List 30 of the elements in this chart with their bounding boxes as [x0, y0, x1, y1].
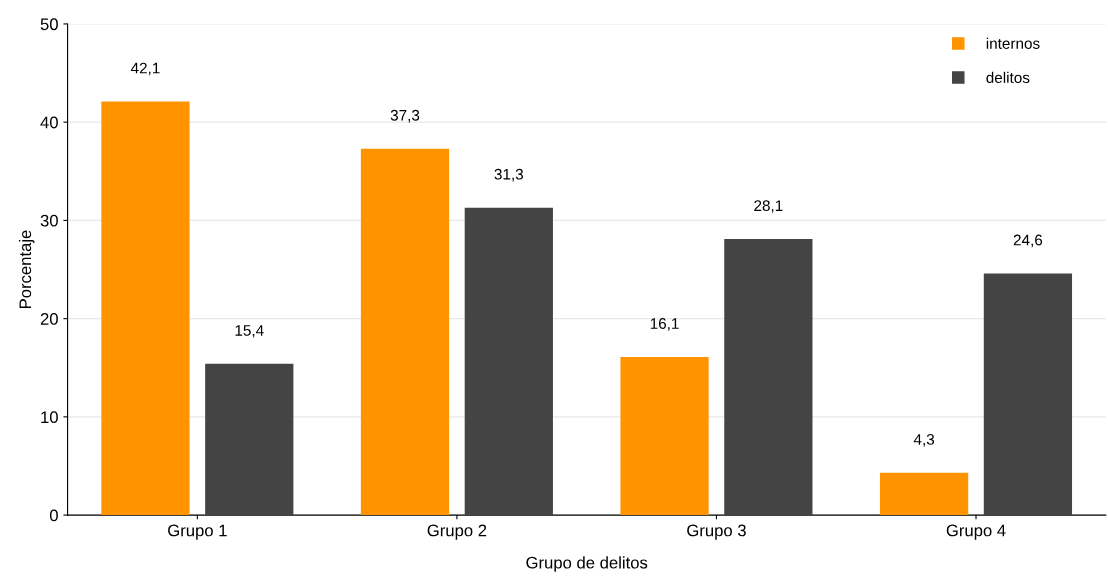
- bar: [983, 273, 1073, 516]
- data-label: 4,3: [913, 434, 935, 447]
- y-tick-label: 0: [49, 509, 58, 522]
- data-label: 16,1: [650, 318, 679, 331]
- y-tick-label: 30: [40, 214, 58, 227]
- legend-label: delitos: [986, 71, 1030, 84]
- y-axis-title: Porcentaje: [18, 230, 35, 308]
- data-label: 15,4: [235, 325, 264, 338]
- data-label: 31,3: [494, 168, 524, 182]
- bar: [205, 363, 294, 516]
- bar: [464, 207, 553, 516]
- x-tick-label: Grupo 3: [687, 524, 746, 540]
- x-axis-title: Grupo de delitos: [526, 556, 648, 572]
- x-tick-label: Grupo 2: [427, 524, 487, 540]
- data-label: 37,3: [390, 109, 420, 123]
- bar: [620, 356, 709, 516]
- bar: [724, 239, 813, 516]
- legend-label: internos: [986, 37, 1040, 49]
- y-tick-label: 10: [41, 411, 58, 424]
- x-tick-label: Grupo 1: [168, 524, 227, 540]
- x-tick-label: Grupo 4: [946, 524, 1006, 540]
- data-label: 28,1: [754, 200, 783, 213]
- y-tick-label: 40: [40, 116, 58, 129]
- bar: [360, 148, 450, 516]
- y-tick-label: 20: [40, 313, 58, 325]
- bar: [879, 472, 969, 516]
- data-label: 24,6: [1013, 234, 1043, 248]
- data-label: 42,1: [130, 62, 160, 76]
- y-tick-label: 50: [40, 18, 58, 31]
- bar: [101, 101, 190, 516]
